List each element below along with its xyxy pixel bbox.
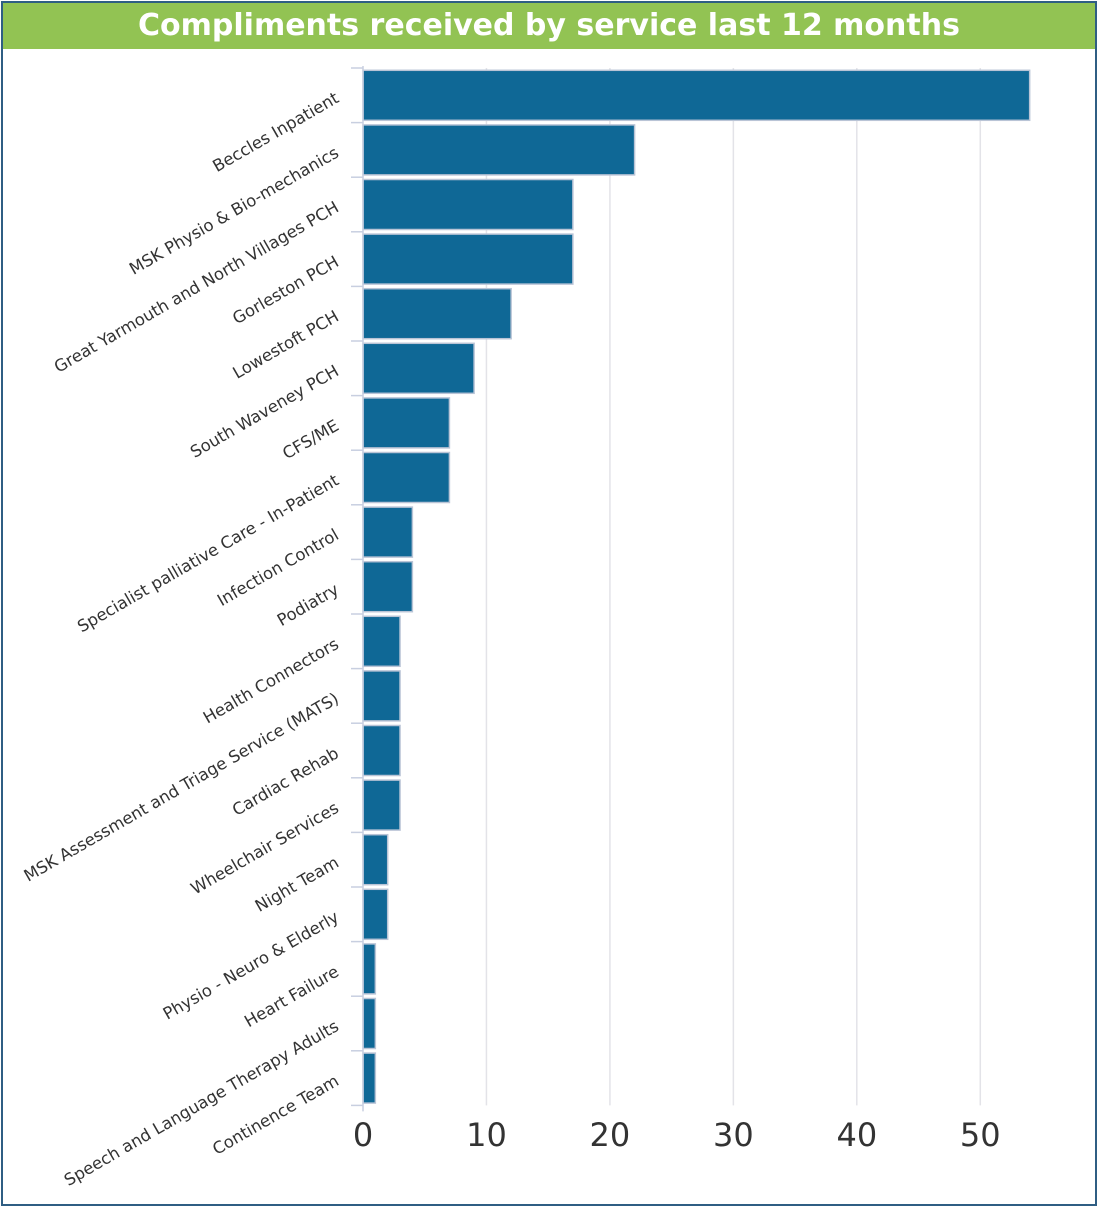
bar — [362, 888, 389, 941]
bar — [362, 451, 451, 504]
gridlines — [485, 68, 982, 1106]
x-tick-label: 0 — [353, 1116, 373, 1154]
bar — [362, 833, 389, 886]
bar — [362, 287, 512, 340]
category-label: Wheelchair Services — [187, 798, 342, 898]
bar — [362, 670, 401, 722]
bar — [362, 397, 451, 449]
x-tick-label: 50 — [960, 1116, 1001, 1154]
bars — [362, 69, 1031, 1104]
x-tick-label: 20 — [590, 1116, 631, 1154]
bar — [362, 560, 414, 613]
bar — [362, 943, 377, 995]
bar — [362, 233, 574, 285]
chart-title: Compliments received by service last 12 … — [3, 3, 1095, 49]
category-label: Physio - Neuro & Elderly — [160, 907, 342, 1023]
bar — [362, 342, 475, 395]
bar — [362, 506, 414, 558]
x-tick-label: 10 — [466, 1116, 507, 1154]
x-tick-label: 40 — [836, 1116, 877, 1154]
bar — [362, 724, 401, 777]
bar — [362, 124, 636, 176]
bar — [362, 615, 401, 668]
category-label: CFS/ME — [279, 416, 342, 463]
bar — [362, 997, 377, 1050]
category-label: South Waveney PCH — [187, 361, 342, 461]
category-label: Podiatry — [274, 580, 342, 630]
category-label: Night Team — [252, 853, 342, 916]
y-axis — [351, 66, 364, 1112]
bar — [362, 178, 574, 231]
x-tick-labels: 0 10 20 30 40 50 — [353, 1116, 1001, 1154]
bar — [362, 69, 1031, 122]
bar — [362, 1052, 377, 1104]
bar — [362, 779, 401, 831]
x-tick-label: 30 — [713, 1116, 754, 1154]
